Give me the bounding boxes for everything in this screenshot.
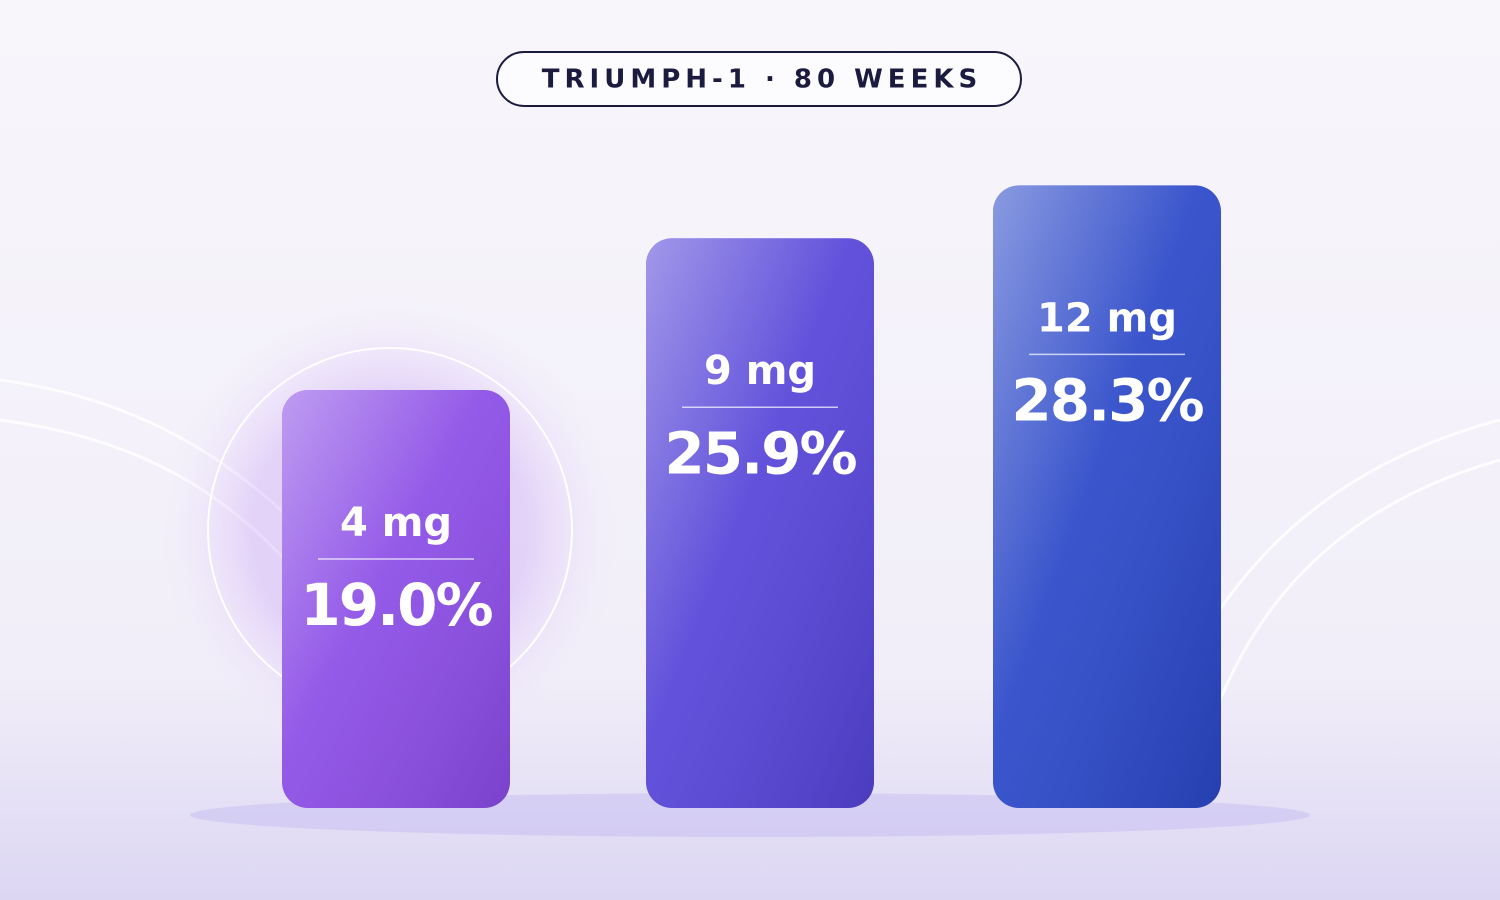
title-pill	[496, 51, 1022, 107]
value-label: 28.3%	[1011, 367, 1203, 435]
value-label: 19.0%	[300, 571, 492, 639]
category-label: 9 mg	[704, 348, 816, 394]
bar-shine	[993, 185, 1221, 808]
bar-shine	[282, 390, 510, 808]
category-label: 4 mg	[340, 500, 452, 546]
value-label: 25.9%	[664, 419, 856, 487]
category-label: 12 mg	[1037, 295, 1177, 341]
bar-shine	[646, 238, 874, 808]
chart-title: TRIUMPH-1 · 80 WEEKS	[542, 65, 982, 95]
